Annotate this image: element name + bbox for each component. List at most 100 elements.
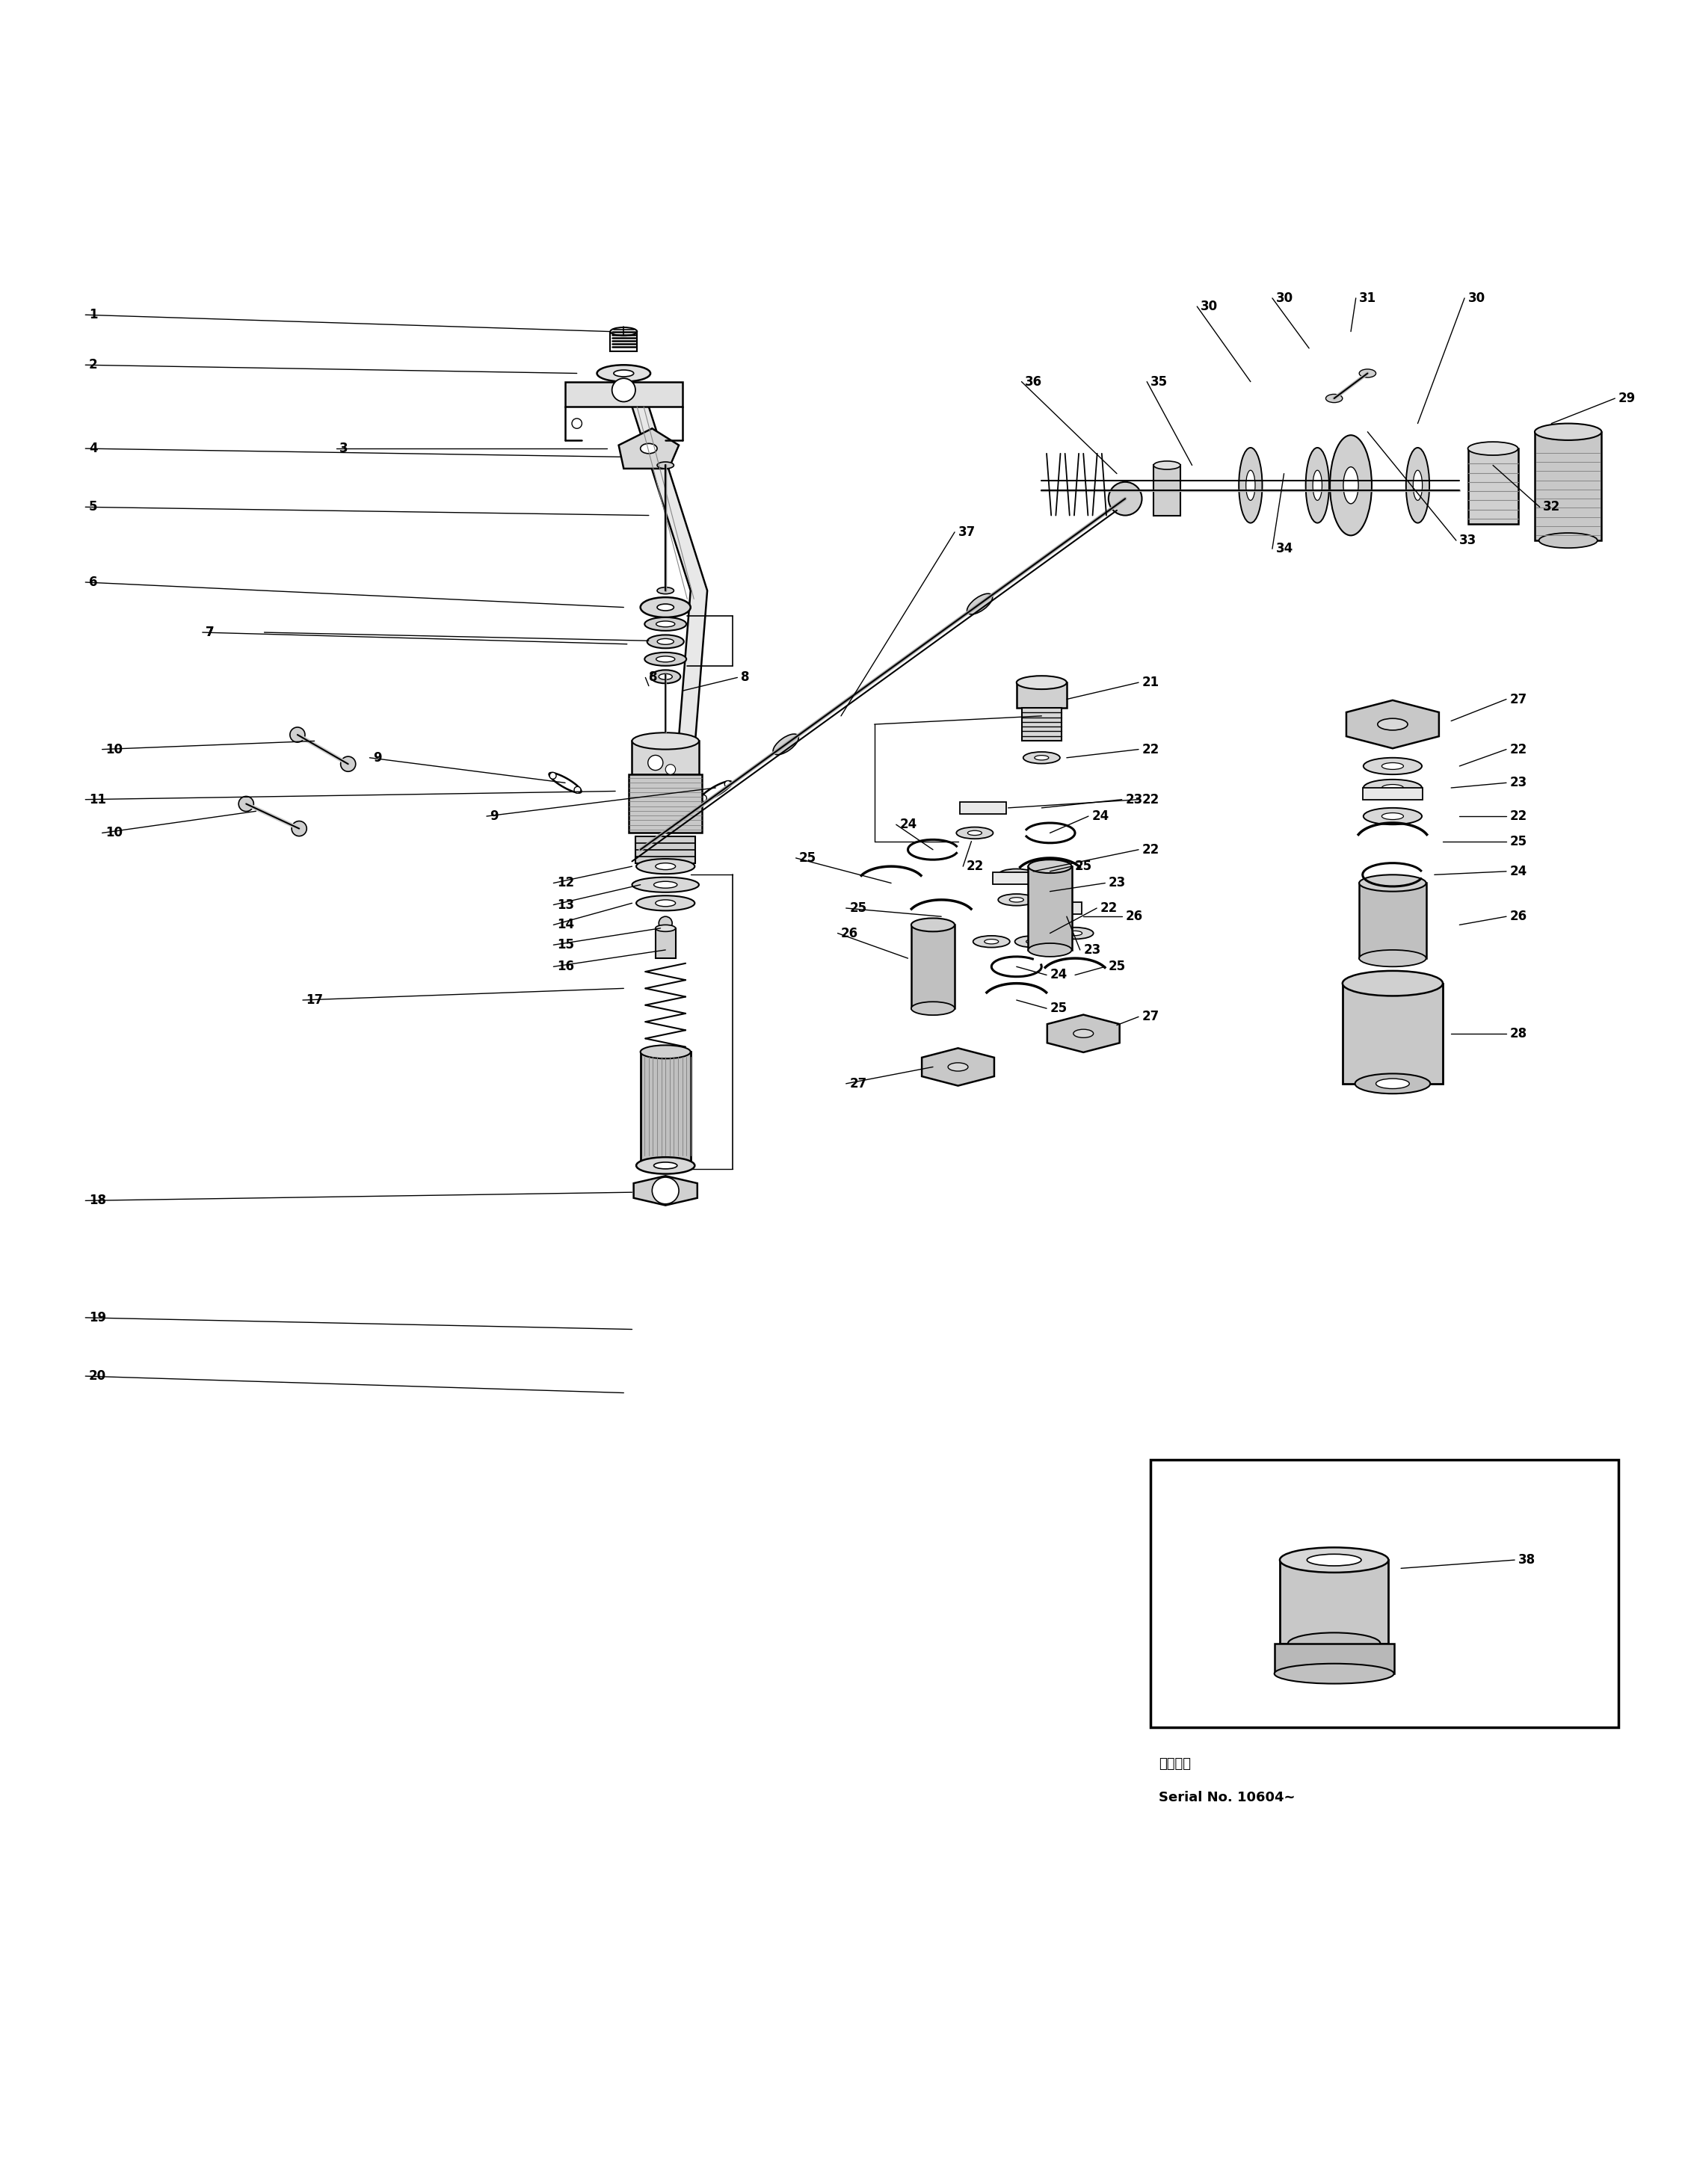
Bar: [1359, 882, 1426, 959]
Text: 34: 34: [1275, 542, 1293, 555]
Text: 11: 11: [89, 793, 106, 806]
Ellipse shape: [1364, 758, 1421, 775]
Text: 9: 9: [489, 810, 498, 823]
Polygon shape: [922, 1048, 994, 1085]
Ellipse shape: [1016, 675, 1066, 690]
Text: 4: 4: [89, 441, 98, 454]
Ellipse shape: [984, 939, 999, 943]
Ellipse shape: [289, 727, 304, 743]
Bar: [611, 332, 637, 352]
Ellipse shape: [614, 369, 634, 376]
Ellipse shape: [656, 924, 676, 933]
Circle shape: [666, 764, 676, 775]
Ellipse shape: [1378, 719, 1408, 729]
Ellipse shape: [1112, 489, 1139, 509]
Text: 12: 12: [557, 876, 574, 889]
Bar: [992, 871, 1039, 885]
Ellipse shape: [1056, 928, 1093, 939]
Circle shape: [700, 795, 706, 802]
Bar: [656, 928, 676, 959]
Ellipse shape: [658, 605, 674, 612]
Text: 3: 3: [340, 441, 348, 454]
Ellipse shape: [1534, 424, 1601, 441]
Ellipse shape: [957, 828, 992, 839]
Text: 22: 22: [1510, 743, 1527, 756]
Text: 2: 2: [89, 358, 98, 371]
Bar: [1468, 448, 1519, 524]
Bar: [565, 382, 683, 406]
Ellipse shape: [1246, 470, 1255, 500]
Ellipse shape: [1359, 950, 1426, 968]
Ellipse shape: [1068, 930, 1082, 935]
Bar: [641, 1053, 691, 1160]
Ellipse shape: [1034, 756, 1048, 760]
Ellipse shape: [1275, 1664, 1394, 1684]
Text: 14: 14: [557, 917, 574, 933]
Ellipse shape: [656, 620, 674, 627]
Text: 35: 35: [1150, 376, 1167, 389]
Text: 8: 8: [649, 670, 658, 684]
Ellipse shape: [636, 1158, 695, 1173]
Bar: [1034, 902, 1082, 913]
Ellipse shape: [641, 1046, 691, 1059]
Ellipse shape: [654, 882, 678, 889]
Bar: [1342, 983, 1443, 1083]
Ellipse shape: [651, 670, 681, 684]
Text: 30: 30: [1201, 299, 1218, 312]
Text: 30: 30: [1468, 290, 1485, 306]
Ellipse shape: [597, 365, 651, 382]
Ellipse shape: [1359, 876, 1426, 891]
Text: 21: 21: [1142, 675, 1159, 690]
Ellipse shape: [656, 900, 676, 906]
Circle shape: [550, 773, 557, 780]
Text: 1: 1: [89, 308, 98, 321]
Ellipse shape: [1154, 461, 1181, 470]
Ellipse shape: [1023, 751, 1060, 764]
Circle shape: [612, 378, 636, 402]
Ellipse shape: [291, 821, 306, 836]
Ellipse shape: [341, 756, 355, 771]
Ellipse shape: [1383, 762, 1403, 769]
Ellipse shape: [636, 858, 695, 874]
Polygon shape: [634, 1175, 698, 1206]
Bar: [1534, 432, 1601, 539]
Circle shape: [653, 1177, 680, 1203]
Circle shape: [659, 917, 673, 930]
Text: 25: 25: [1075, 860, 1092, 874]
Ellipse shape: [949, 1064, 969, 1070]
Text: 15: 15: [557, 939, 574, 952]
Bar: [632, 740, 700, 775]
Ellipse shape: [997, 893, 1034, 906]
Ellipse shape: [1325, 395, 1342, 402]
Text: 13: 13: [557, 898, 574, 911]
Text: 適用号機: 適用号機: [1159, 1758, 1191, 1771]
Text: 16: 16: [557, 961, 574, 974]
Text: 22: 22: [1142, 793, 1159, 806]
Ellipse shape: [912, 1002, 955, 1016]
Ellipse shape: [1073, 1029, 1093, 1037]
Ellipse shape: [1539, 533, 1598, 548]
Ellipse shape: [1468, 441, 1519, 454]
Bar: [629, 775, 703, 832]
Ellipse shape: [912, 917, 955, 933]
Text: 24: 24: [1510, 865, 1527, 878]
Ellipse shape: [1028, 943, 1071, 957]
Polygon shape: [607, 397, 706, 799]
Text: 10: 10: [106, 826, 123, 839]
Ellipse shape: [1413, 470, 1423, 500]
Bar: [1275, 1645, 1394, 1673]
Ellipse shape: [774, 734, 799, 756]
Bar: [1362, 788, 1423, 799]
Ellipse shape: [1364, 780, 1421, 797]
Text: Serial No. 10604~: Serial No. 10604~: [1159, 1791, 1295, 1804]
Ellipse shape: [1280, 1548, 1388, 1572]
Text: 23: 23: [1083, 943, 1100, 957]
Text: 24: 24: [1092, 810, 1108, 823]
Ellipse shape: [1305, 448, 1329, 522]
Text: 19: 19: [89, 1310, 106, 1324]
Text: 22: 22: [967, 860, 984, 874]
Text: 25: 25: [1050, 1002, 1068, 1016]
Text: 26: 26: [841, 926, 858, 939]
Text: 20: 20: [89, 1369, 106, 1382]
Ellipse shape: [239, 797, 254, 812]
